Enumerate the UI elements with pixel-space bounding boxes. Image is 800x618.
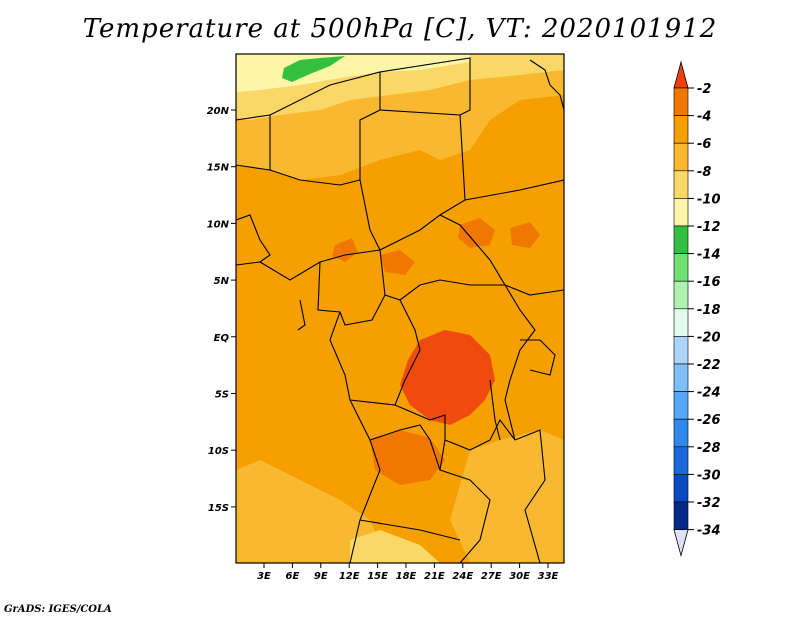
colorbar-label: -26 — [697, 413, 721, 428]
colorbar-segment — [673, 142, 689, 172]
contour-region-warm-west — [332, 238, 358, 262]
colorbar-label: -24 — [697, 386, 721, 401]
lon-tick-label: 27E — [481, 571, 502, 582]
lat-tick-label: 15S — [208, 503, 229, 514]
colorbar-bottom-arrow — [673, 529, 689, 558]
map-frame — [235, 53, 565, 564]
contour-region-warm-mid — [380, 250, 415, 275]
colorbar-label: -28 — [697, 441, 721, 456]
colorbar-segment — [673, 336, 689, 365]
lat-tick-label: 20N — [207, 106, 230, 117]
contour-region-warm-east1 — [458, 218, 495, 248]
lon-tick-label: 9E — [314, 571, 328, 582]
colorbar-label: -6 — [697, 137, 711, 152]
colorbar-label: -10 — [697, 192, 721, 207]
map-title: Temperature at 500hPa [C], VT: 202010191… — [82, 14, 718, 44]
colorbar-segment — [673, 474, 689, 503]
lat-tick-label: 15N — [207, 163, 230, 174]
colorbar-label: -18 — [697, 303, 721, 318]
colorbar-top-arrow — [673, 60, 689, 89]
colorbar-label: -8 — [697, 165, 711, 180]
contour-region-light-southeast — [450, 430, 564, 563]
colorbar-segment — [673, 87, 689, 116]
footer-credit: GrADS: IGES/COLA — [4, 604, 112, 615]
colorbar-segment — [673, 170, 689, 199]
lon-tick-label: 15E — [367, 571, 388, 582]
contour-region-pale-south — [350, 530, 440, 563]
latitude-axis: 20N 15N 10N 5N EQ 5S 10S 15S — [207, 106, 236, 514]
contour-region-light-southwest — [236, 460, 390, 563]
colorbar: -2 -4 -6 -8 -10 -12 -14 -16 -18 -20 -22 -24 -26 -28 -3… — [673, 60, 721, 558]
contour-region-green — [282, 56, 345, 82]
colorbar-label: -32 — [697, 496, 721, 511]
colorbar-label: -30 — [697, 468, 721, 483]
colorbar-segment — [673, 363, 689, 392]
colorbar-segment — [673, 198, 689, 227]
colorbar-segment — [673, 391, 689, 420]
country-boundaries — [236, 57, 564, 563]
lat-tick-label: 10N — [207, 219, 230, 230]
lat-tick-label: 10S — [208, 446, 229, 457]
colorbar-segment — [673, 115, 689, 144]
contour-region-warm-east2 — [510, 222, 540, 248]
colorbar-label: -2 — [697, 82, 711, 97]
colorbar-segment — [673, 446, 689, 475]
colorbar-label: -4 — [697, 110, 711, 125]
colorbar-label: -22 — [697, 358, 721, 373]
lat-tick-label: EQ — [214, 333, 230, 344]
colorbar-label: -12 — [697, 220, 721, 235]
contour-region-warm-center — [400, 330, 495, 425]
lon-tick-label: 6E — [286, 571, 300, 582]
colorbar-segment — [673, 418, 689, 448]
longitude-axis: 3E 6E 9E 12E 15E 18E 21E 24E 27E 30E 33E — [257, 563, 559, 582]
contour-region-warm-south — [370, 430, 445, 485]
lat-tick-label: 5N — [214, 276, 230, 287]
lon-tick-label: 24E — [452, 571, 473, 582]
lat-tick-label: 5S — [215, 390, 229, 401]
colorbar-label: -14 — [697, 248, 721, 263]
map-panel: 20N 15N 10N 5N EQ 5S 10S 15S 3E 6E 9E 12E 15E 18E 21E… — [207, 53, 565, 582]
colorbar-segment — [673, 308, 689, 337]
colorbar-segment — [673, 253, 689, 282]
lon-tick-label: 30E — [509, 571, 530, 582]
lon-tick-label: 3E — [257, 571, 271, 582]
colorbar-segment — [673, 225, 689, 254]
lon-tick-label: 33E — [538, 571, 559, 582]
colorbar-segment — [673, 501, 689, 530]
colorbar-segment — [673, 280, 689, 310]
colorbar-label: -16 — [697, 275, 721, 290]
colorbar-label: -34 — [697, 524, 721, 539]
colorbar-label: -20 — [697, 330, 721, 345]
lon-tick-label: 18E — [396, 571, 417, 582]
lon-tick-label: 12E — [339, 571, 360, 582]
lon-tick-label: 21E — [424, 571, 445, 582]
